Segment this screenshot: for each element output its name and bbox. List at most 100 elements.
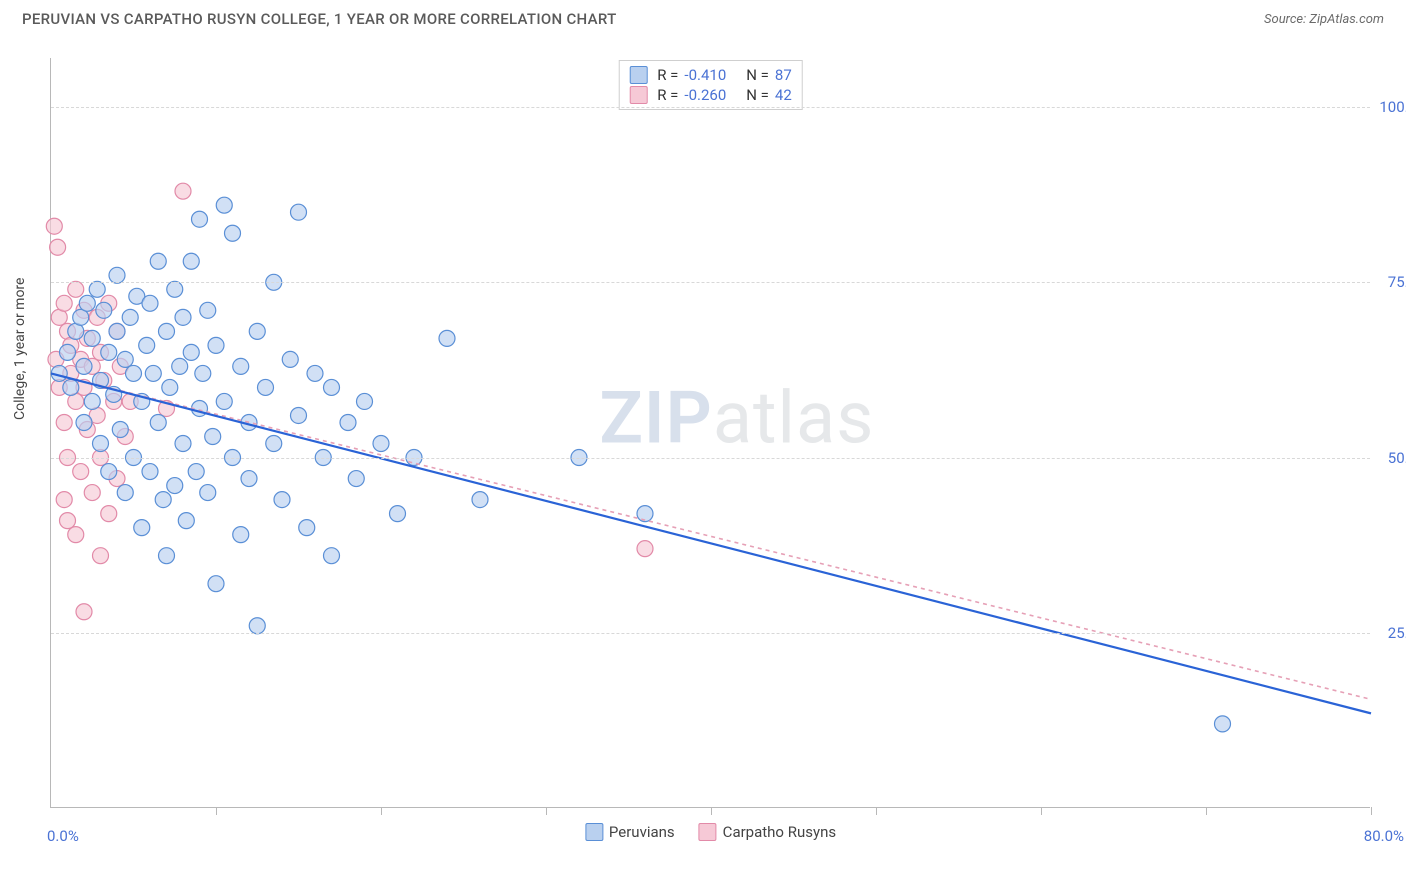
data-point (159, 323, 175, 339)
data-point (274, 492, 290, 508)
data-point (50, 239, 66, 255)
data-point (79, 295, 95, 311)
data-point (183, 344, 199, 360)
data-point (142, 464, 158, 480)
data-point (73, 464, 89, 480)
data-point (175, 436, 191, 452)
data-point (150, 414, 166, 430)
data-point (175, 183, 191, 199)
data-point (241, 471, 257, 487)
data-point (172, 358, 188, 374)
legend-series-item: Carpatho Rusyns (699, 823, 836, 841)
data-point (324, 548, 340, 564)
data-point (390, 506, 406, 522)
data-point (60, 513, 76, 529)
series-legend: PeruviansCarpatho Rusyns (585, 823, 836, 841)
correlation-legend: R =-0.410N =87R =-0.260N =42 (618, 60, 803, 110)
data-point (68, 281, 84, 297)
data-point (150, 253, 166, 269)
x-tick (1041, 807, 1042, 815)
x-tick (711, 807, 712, 815)
data-point (188, 464, 204, 480)
source-attribution: Source: ZipAtlas.com (1264, 12, 1384, 27)
data-point (93, 436, 109, 452)
data-point (76, 414, 92, 430)
data-point (324, 379, 340, 395)
scatter-svg (51, 58, 1370, 807)
data-point (101, 506, 117, 522)
stat-r-value: -0.260 (684, 86, 726, 104)
data-point (96, 302, 112, 318)
data-point (175, 309, 191, 325)
x-tick (546, 807, 547, 815)
legend-swatch (699, 823, 717, 841)
trend-line (51, 373, 1371, 713)
data-point (142, 295, 158, 311)
x-tick (1206, 807, 1207, 815)
data-point (76, 604, 92, 620)
data-point (439, 330, 455, 346)
x-tick (876, 807, 877, 815)
legend-swatch (585, 823, 603, 841)
legend-stat-row: R =-0.260N =42 (629, 85, 792, 105)
data-point (178, 513, 194, 529)
data-point (167, 281, 183, 297)
data-point (84, 330, 100, 346)
data-point (233, 358, 249, 374)
data-point (200, 302, 216, 318)
data-point (134, 520, 150, 536)
data-point (291, 204, 307, 220)
data-point (68, 527, 84, 543)
data-point (348, 471, 364, 487)
data-point (56, 492, 72, 508)
data-point (282, 351, 298, 367)
data-point (299, 520, 315, 536)
data-point (1215, 716, 1231, 732)
data-point (46, 218, 62, 234)
data-point (139, 337, 155, 353)
data-point (266, 436, 282, 452)
data-point (637, 541, 653, 557)
data-point (249, 618, 265, 634)
data-point (183, 253, 199, 269)
data-point (195, 365, 211, 381)
stat-n-label: N = (746, 66, 769, 84)
legend-swatch (629, 86, 647, 104)
data-point (291, 407, 307, 423)
gridline-h (51, 458, 1370, 459)
plot-area: ZIPatlas R =-0.410N =87R =-0.260N =42 Pe… (50, 58, 1370, 808)
data-point (155, 492, 171, 508)
data-point (84, 485, 100, 501)
data-point (208, 576, 224, 592)
data-point (167, 478, 183, 494)
data-point (249, 323, 265, 339)
gridline-h (51, 282, 1370, 283)
x-axis-end-label: 80.0% (1364, 827, 1404, 845)
data-point (216, 393, 232, 409)
stat-r-value: -0.410 (684, 66, 726, 84)
data-point (233, 527, 249, 543)
stat-r-label: R = (657, 66, 678, 84)
data-point (109, 267, 125, 283)
stat-r-label: R = (657, 86, 678, 104)
y-tick-label: 75.0% (1388, 273, 1406, 291)
y-tick-label: 100.0% (1379, 98, 1406, 116)
legend-stat-row: R =-0.410N =87 (629, 65, 792, 85)
chart-header: PERUVIAN VS CARPATHO RUSYN COLLEGE, 1 YE… (0, 0, 1406, 36)
data-point (117, 485, 133, 501)
x-tick (1371, 807, 1372, 815)
data-point (205, 429, 221, 445)
data-point (192, 211, 208, 227)
legend-swatch (629, 66, 647, 84)
data-point (101, 344, 117, 360)
data-point (307, 365, 323, 381)
y-axis-label: College, 1 year or more (12, 278, 28, 420)
data-point (637, 506, 653, 522)
gridline-h (51, 633, 1370, 634)
data-point (56, 295, 72, 311)
data-point (60, 344, 76, 360)
data-point (216, 197, 232, 213)
data-point (84, 393, 100, 409)
data-point (117, 351, 133, 367)
data-point (159, 548, 175, 564)
